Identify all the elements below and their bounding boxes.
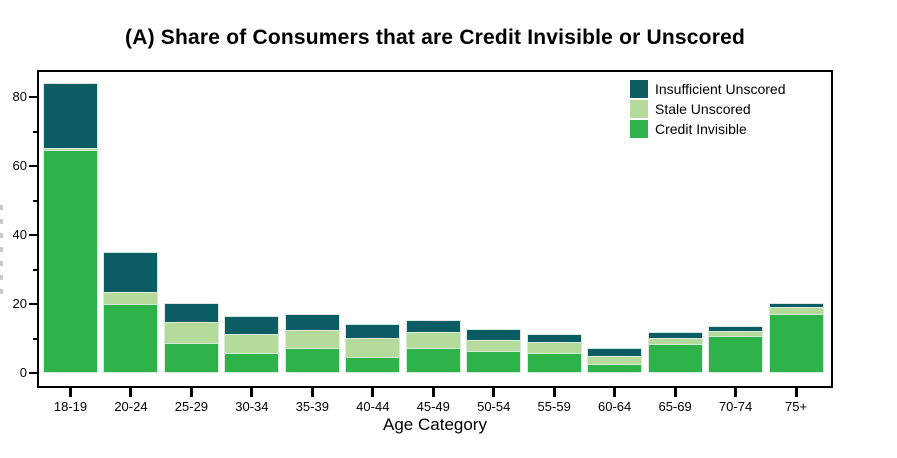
x-axis-tick-label: 60-64	[598, 399, 632, 414]
y-axis-major-tick	[29, 372, 37, 374]
chart-title: (A) Share of Consumers that are Credit I…	[125, 26, 745, 49]
x-axis-tick	[794, 388, 798, 397]
x-axis-tick	[673, 388, 677, 397]
x-axis-tick-label: 50-54	[477, 399, 511, 414]
x-axis-tick	[371, 388, 375, 397]
x-axis-tick	[129, 388, 133, 397]
x-axis-tick-label: 20-24	[114, 399, 148, 414]
legend-label: Insufficient Unscored	[655, 81, 786, 97]
y-axis-major-tick	[29, 165, 37, 168]
y-axis-tick-label: 60	[12, 158, 27, 174]
x-axis-tick-label: 75+	[784, 399, 808, 414]
x-axis-tick	[431, 388, 435, 397]
x-axis-tick-label: 45-49	[416, 399, 450, 414]
legend-label: Credit Invisible	[655, 121, 747, 137]
x-axis-tick	[492, 388, 496, 397]
x-axis-tick-label: 25-29	[174, 399, 209, 414]
legend-swatch-icon	[630, 120, 648, 138]
x-axis-tick-label: 18-19	[53, 399, 88, 414]
x-axis-tick	[734, 388, 738, 397]
x-axis-tick-label: 55-59	[537, 399, 571, 414]
x-axis-tick-label: 65-69	[658, 399, 692, 414]
x-axis-tick	[310, 388, 314, 397]
x-axis-tick-label: 35-39	[295, 399, 329, 414]
y-axis-major-tick	[29, 234, 37, 237]
x-axis-tick	[613, 388, 617, 397]
y-axis-tick-label: 0	[19, 365, 27, 380]
x-axis-tick	[69, 388, 72, 397]
y-axis-tick-label: 80	[12, 89, 27, 105]
x-axis-tick	[552, 388, 556, 397]
y-axis-tick-label: 40	[12, 227, 27, 243]
x-axis-tick	[189, 388, 193, 397]
x-axis-title: Age Category	[383, 415, 487, 434]
legend-label: Stale Unscored	[655, 101, 751, 117]
legend-item-stale-unscored: Stale Unscored	[630, 100, 785, 118]
y-axis-tick-label: 20	[12, 296, 27, 312]
legend-item-insufficient-unscored: Insufficient Unscored	[630, 80, 785, 98]
x-axis-tick-label: 40-44	[356, 399, 390, 414]
x-axis-tick	[250, 388, 254, 397]
legend-item-credit-invisible: Credit Invisible	[630, 120, 785, 138]
legend-swatch-icon	[630, 100, 648, 118]
legend: Insufficient Unscored Stale Unscored Cre…	[630, 80, 785, 140]
y-axis-major-tick	[29, 96, 37, 99]
legend-swatch-icon	[630, 80, 648, 98]
y-axis-label-clipped	[0, 205, 3, 300]
x-axis-tick-label: 70-74	[718, 399, 753, 414]
y-axis-major-tick	[29, 303, 37, 306]
x-axis-tick-label: 30-34	[235, 399, 269, 414]
